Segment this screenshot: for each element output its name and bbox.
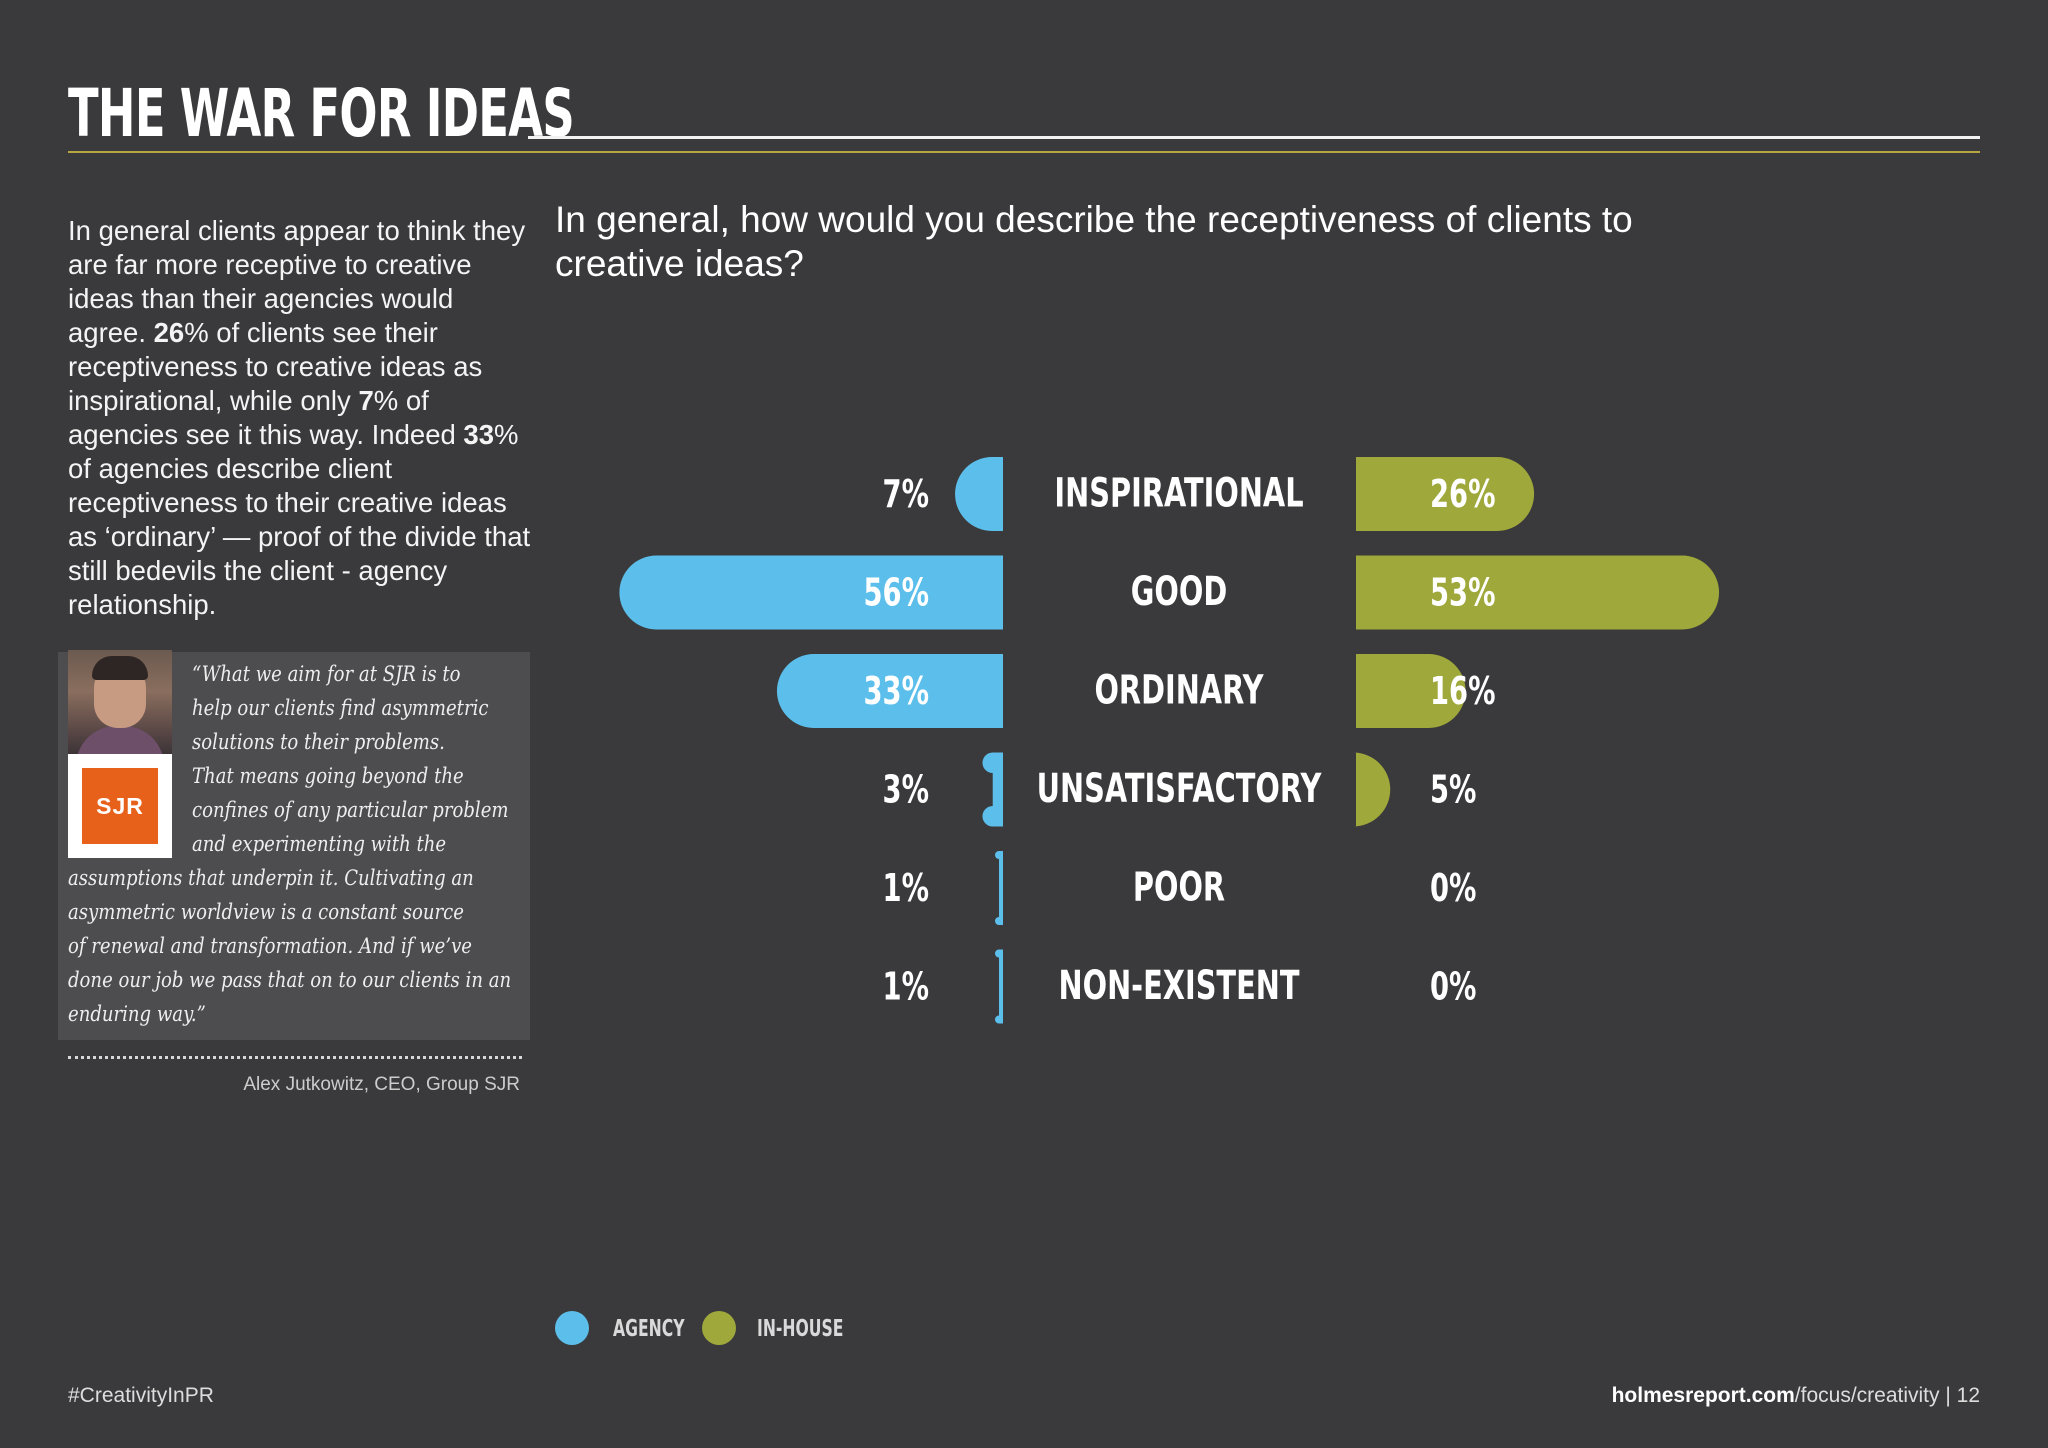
header-divider (68, 151, 1980, 153)
quote-line: confines of any particular problem (192, 798, 509, 822)
quote-line: “What we aim for at SJR is to (192, 662, 461, 686)
category-label: UNSATISFACTORY (1037, 767, 1322, 813)
quote-line: help our clients find asymmetric (192, 696, 489, 720)
agency-bar (955, 457, 1003, 531)
page-number: 12 (1956, 1384, 1980, 1407)
inhouse-value-label: 5% (1430, 767, 1476, 812)
agency-bar (982, 752, 1003, 827)
intro-text: % of agencies see it this way. Indeed (68, 385, 464, 450)
quote-line: done our job we pass that on to our clie… (68, 968, 512, 992)
legend-inhouse-label: IN-HOUSE (757, 1316, 844, 1342)
legend-inhouse-swatch (702, 1311, 736, 1345)
quote-line: That means going beyond the (192, 764, 464, 788)
intro-text: % of clients see their receptiveness to … (68, 317, 483, 416)
agency-value-label: 33% (864, 669, 929, 714)
category-label: NON-EXISTENT (1059, 964, 1300, 1010)
agency-bar (995, 851, 1003, 925)
intro-text: % of agencies describe client receptiven… (68, 419, 531, 620)
quote-line: of renewal and transformation. And if we… (68, 934, 472, 958)
agency-value-label: 7% (883, 472, 929, 517)
inhouse-value-label: 0% (1430, 964, 1476, 1009)
quote-line: asymmetric worldview is a constant sourc… (68, 900, 464, 924)
title-underline (528, 136, 1980, 139)
inhouse-bar (1353, 752, 1391, 827)
inhouse-value-label: 0% (1430, 866, 1476, 911)
inhouse-value-label: 26% (1430, 472, 1495, 517)
agency-value-label: 1% (883, 866, 929, 911)
category-label: POOR (1133, 865, 1225, 911)
chart-title: In general, how would you describe the r… (555, 199, 1633, 284)
agency-bar (619, 555, 1003, 630)
quote-line: and experimenting with the (192, 832, 447, 856)
legend-agency-swatch (555, 1311, 589, 1345)
sjr-logo: SJR (68, 754, 172, 858)
inhouse-bar (1356, 555, 1720, 630)
page-title: THE WAR FOR IDEAS (68, 75, 575, 152)
agency-bar (995, 949, 1003, 1024)
author-photo (68, 650, 172, 754)
footer-separator: | (1939, 1384, 1957, 1407)
category-label: ORDINARY (1094, 668, 1264, 714)
intro-highlight: 26 (153, 317, 185, 348)
agency-value-label: 3% (883, 767, 929, 812)
inhouse-bar (1356, 654, 1466, 728)
category-label: INSPIRATIONAL (1054, 471, 1303, 517)
agency-bar (776, 654, 1003, 728)
intro-highlight: 33 (463, 419, 495, 450)
footer-site-domain[interactable]: holmesreport.com (1611, 1384, 1795, 1407)
agency-value-label: 56% (864, 570, 929, 615)
footer-site: holmesreport.com/focus/creativity | 12 (1612, 1384, 1980, 1408)
inhouse-bar (1356, 457, 1535, 531)
quote-line: solutions to their problems. (192, 730, 445, 754)
footer-hashtag: #CreativityInPR (68, 1384, 214, 1407)
quote-divider (68, 1056, 522, 1059)
inhouse-value-label: 53% (1430, 570, 1495, 615)
intro-highlight: 7 (358, 385, 374, 416)
intro-text: In general clients appear to think they … (68, 215, 526, 348)
footer-site-path: /focus/creativity (1794, 1384, 1940, 1407)
agency-value-label: 1% (883, 964, 929, 1009)
intro-paragraph: In general clients appear to think they … (68, 214, 538, 622)
quote-line: assumptions that underpin it. Cultivatin… (68, 866, 474, 890)
sjr-logo-text: SJR (82, 768, 158, 844)
inhouse-value-label: 16% (1430, 669, 1495, 714)
legend-agency-label: AGENCY (613, 1316, 685, 1342)
quote-line: enduring way.” (68, 1002, 206, 1026)
category-label: GOOD (1131, 570, 1227, 616)
quote-attribution: Alex Jutkowitz, CEO, Group SJR (243, 1074, 520, 1095)
